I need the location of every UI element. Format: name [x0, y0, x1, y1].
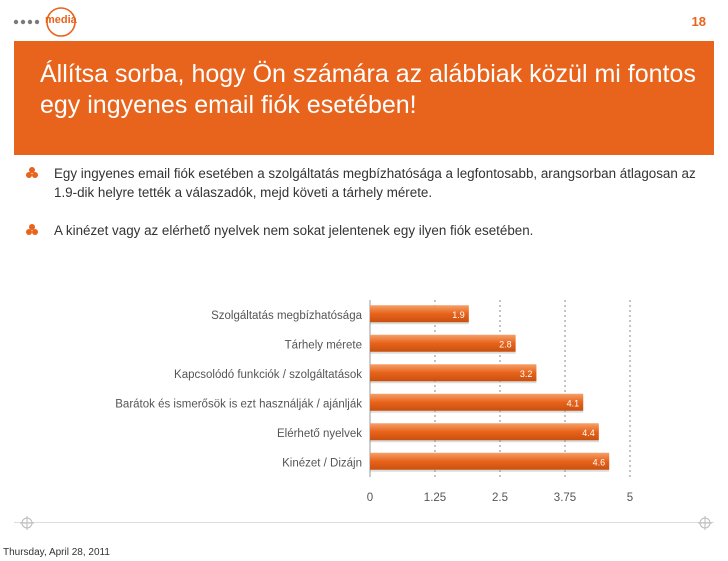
bar	[370, 334, 516, 352]
category-label: Barátok és ismerősök is ezt használják /…	[115, 398, 362, 410]
bar	[370, 423, 599, 441]
crosshair-icon	[20, 516, 34, 530]
category-label: Elérhető nyelvek	[277, 428, 362, 440]
category-label: Kapcsolódó funkciók / szolgáltatások	[174, 369, 362, 381]
divider	[14, 522, 714, 523]
bullet-2-text: A kinézet vagy az elérhető nyelvek nem s…	[54, 223, 534, 238]
bullet-1-text: Egy ingyenes email fiók esetében a szolg…	[54, 166, 696, 200]
slide: media 18 Állítsa sorba, hogy Ön számára …	[13, 7, 714, 530]
data-label: 4.1	[567, 398, 580, 408]
x-tick-label: 2.5	[492, 492, 508, 504]
bar	[370, 452, 610, 470]
bar-chart: 1.9 Szolgáltatás megbízhatósága 2.8 Tárhely…	[115, 300, 633, 504]
data-label: 2.8	[499, 339, 512, 349]
x-tick-label: 3.75	[554, 492, 576, 504]
title-band: Állítsa sorba, hogy Ön számára az alábbi…	[14, 41, 714, 155]
x-tick-label: 1.25	[424, 492, 446, 504]
bar	[370, 364, 537, 382]
bar	[370, 305, 469, 323]
data-label: 1.9	[452, 310, 465, 320]
category-label: Szolgáltatás megbízhatósága	[211, 310, 362, 322]
footer-date: Thursday, April 28, 2011	[3, 547, 110, 558]
bar	[370, 393, 584, 411]
media-logo: media	[13, 7, 103, 37]
data-label: 4.4	[582, 428, 595, 438]
bullet-2: A kinézet vagy az elérhető nyelvek nem s…	[26, 221, 704, 240]
category-label: Kinézet / Dizájn	[282, 457, 362, 469]
x-tick-label: 0	[367, 492, 373, 504]
bullet-icon	[26, 167, 38, 178]
logo-text: media	[45, 14, 77, 26]
slide-title: Állítsa sorba, hogy Ön számára az alábbi…	[40, 60, 696, 119]
x-tick-label: 5	[627, 492, 633, 504]
category-label: Tárhely mérete	[285, 339, 362, 351]
crosshair-icon	[698, 516, 712, 530]
bullet-icon	[26, 224, 38, 235]
bullet-1: Egy ingyenes email fiók esetében a szolg…	[26, 164, 704, 202]
data-label: 4.6	[593, 457, 606, 467]
page-number: 18	[691, 14, 706, 29]
data-label: 3.2	[520, 369, 533, 379]
